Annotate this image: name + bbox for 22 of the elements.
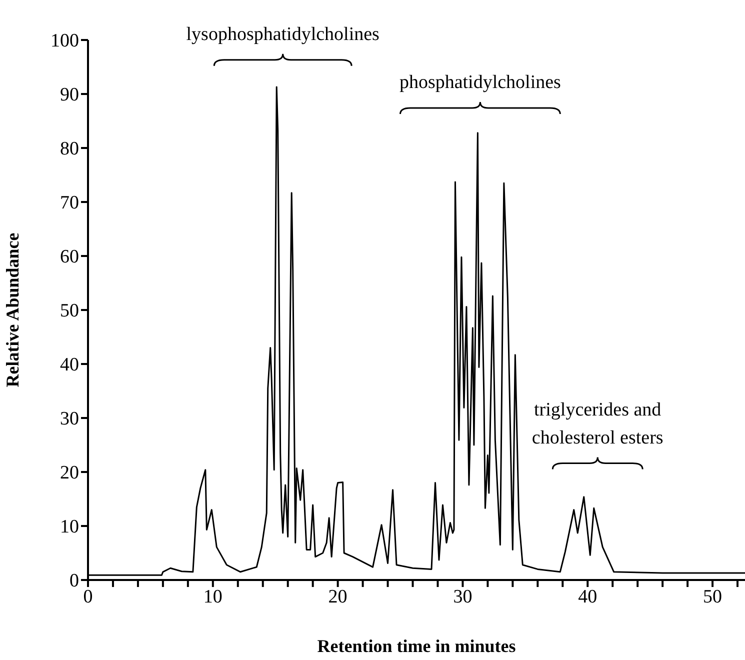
annotation: phosphatidylcholines: [399, 72, 561, 93]
x-tick-label: 10: [203, 586, 222, 608]
x-tick-label: 40: [578, 586, 598, 608]
x-axis-title: Retention time in minutes: [317, 636, 516, 656]
y-tick-label: 50: [60, 300, 79, 322]
y-tick-label: 80: [60, 138, 79, 160]
y-tick-label: 30: [60, 408, 79, 430]
x-tick-label: 0: [83, 586, 93, 608]
y-tick-label: 0: [70, 570, 79, 592]
y-tick-label: 100: [50, 30, 79, 52]
y-axis-title: Relative Abundance: [2, 232, 22, 388]
x-tick-label: 20: [328, 586, 348, 608]
y-tick-label: 60: [60, 246, 79, 268]
x-tick-label: 50: [703, 586, 722, 608]
y-tick-label: 10: [60, 516, 79, 538]
y-tick-label: 90: [60, 84, 79, 106]
annotation: lysophosphatidylcholines: [186, 24, 380, 45]
y-tick-label: 20: [60, 462, 79, 484]
y-tick-label: 40: [60, 354, 79, 376]
annotation: triglycerides and cholesterol esters: [532, 399, 664, 448]
y-tick-label: 70: [60, 192, 79, 214]
x-tick-label: 30: [453, 586, 472, 608]
